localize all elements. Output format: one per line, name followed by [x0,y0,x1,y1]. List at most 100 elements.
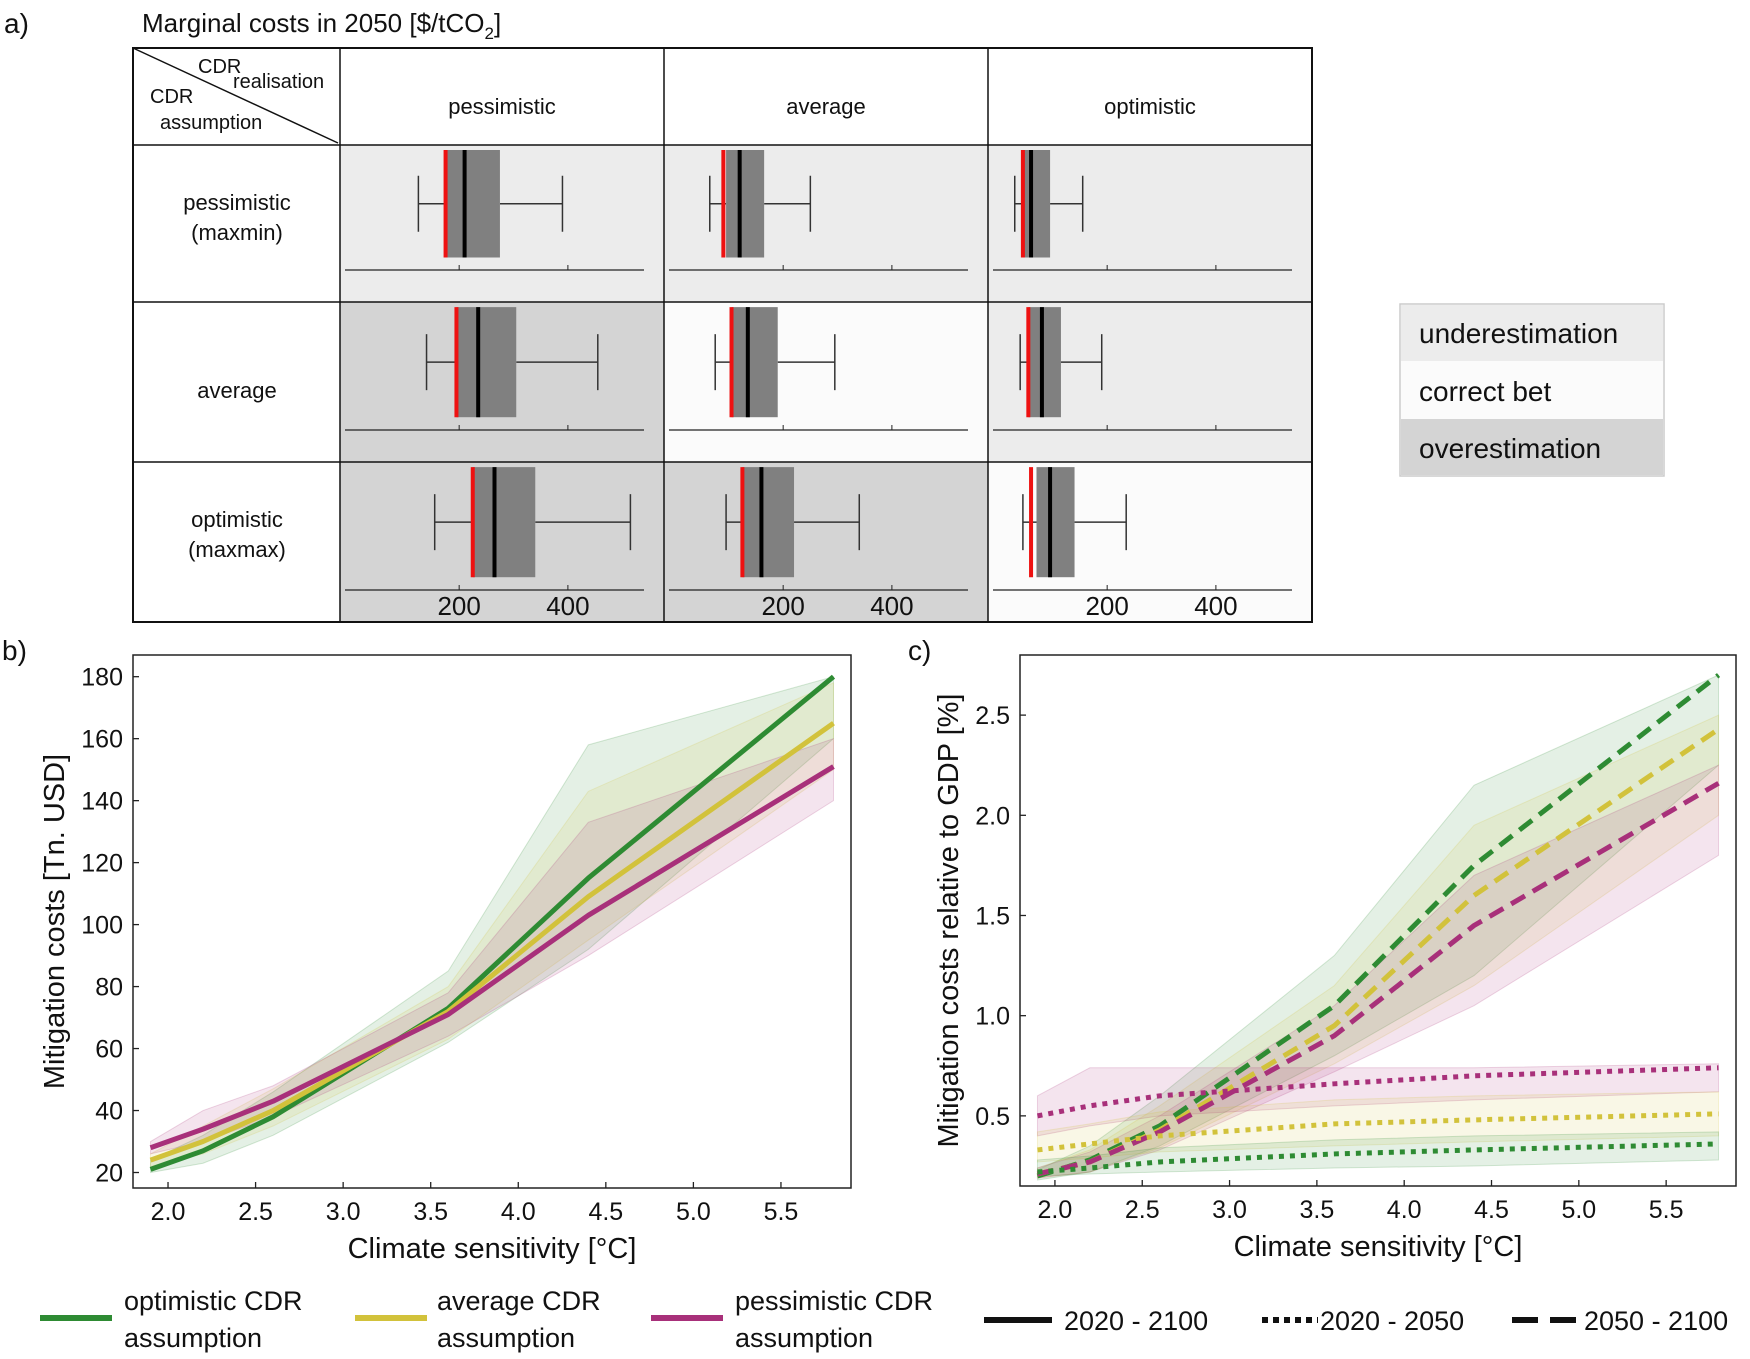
row-header-maxmin: (maxmin) [191,220,283,245]
table-border [132,47,1313,623]
x-tick-label: 2.0 [151,1198,186,1226]
boxplot-box [726,150,765,258]
boxplot-tick-label: 200 [761,591,804,621]
legend-label-overestimation: overestimation [1419,433,1601,464]
x-tick-label: 3.5 [1299,1196,1334,1224]
panel-a-title: Marginal costs in 2050 [$/tCO2] [142,8,501,43]
x-tick-label: 5.5 [764,1198,799,1226]
cell-background-underestimation [340,145,664,302]
uncertainty-band [150,737,834,1155]
x-tick-label: 3.5 [413,1198,448,1226]
panel-b-label: b) [2,635,27,666]
series-line [1036,1065,1719,1119]
y-tick-label: 120 [81,850,123,878]
y-tick-label: 60 [95,1036,123,1064]
x-tick-label: 4.5 [588,1198,623,1226]
x-tick-label: 2.5 [238,1198,273,1226]
boxplot-box [1036,467,1075,578]
plot-frame [1019,654,1737,1187]
boxplot-box [742,467,795,578]
boxplot-box [472,467,536,578]
y-tick-label: 2.0 [975,802,1010,830]
boxplot-box [731,307,778,418]
cell-background-underestimation [664,145,988,302]
boxplot-box [456,307,517,418]
series-line [1036,673,1721,1179]
panel-a-title-end: ] [494,8,501,38]
y-axis-label: Mitigation costs [Tn. USD] [39,754,71,1089]
legend-period-solid: 2020 - 2100 [1064,1306,1208,1336]
cell-background-overestimation [664,462,988,622]
x-tick-label: 2.0 [1038,1196,1073,1224]
y-tick-label: 100 [81,912,123,940]
x-tick-label: 5.0 [676,1198,711,1226]
plot-frame [132,654,852,1189]
uncertainty-band [1036,714,1720,1179]
legend-optimistic-line1: optimistic CDR [124,1286,303,1316]
legend-swatch-correct [1401,361,1663,419]
x-tick-label: 4.0 [501,1198,536,1226]
column-header-pessimistic: pessimistic [448,94,556,119]
y-tick-label: 0.5 [975,1103,1010,1131]
y-tick-label: 1.5 [975,902,1010,930]
boxplot-tick-label: 200 [1085,591,1128,621]
series-line [1037,1141,1719,1175]
x-tick-label: 2.5 [1125,1196,1160,1224]
series-line [1036,781,1720,1177]
corner-assumption-label: assumption [160,112,262,134]
column-header-optimistic: optimistic [1104,94,1196,119]
uncertainty-band [1036,1063,1720,1137]
shade-legend: underestimation correct bet overestimati… [1399,303,1665,477]
corner-realisation-label: realisation [233,71,324,93]
uncertainty-band [150,682,834,1167]
corner-diagonal [132,47,339,144]
cell-background-correct [664,302,988,462]
x-axis-label: Climate sensitivity [°C] [348,1233,637,1265]
x-tick-label: 3.0 [326,1198,361,1226]
boxplot-box [1022,150,1051,258]
uncertainty-band [1036,764,1720,1179]
boxplot-tick-label: 400 [546,591,589,621]
legend-optimistic-line2: assumption [124,1323,262,1353]
row-header-maxmax: (maxmax) [188,537,286,562]
boxplot-box [1028,307,1061,418]
row-header-optimistic: optimistic [191,507,283,532]
series-line [1037,1111,1719,1153]
legend-label-correct: correct bet [1419,376,1551,407]
uncertainty-band [150,676,834,1174]
corner-assumption-cdr: CDR [150,86,193,108]
panel-a-title-sub: 2 [485,24,494,43]
y-tick-label: 180 [81,664,123,692]
boxplot-grid: 200 400 200 400 200 400 [132,47,1313,623]
x-tick-label: 4.0 [1387,1196,1422,1224]
y-tick-label: 160 [81,726,123,754]
y-tick-label: 140 [81,788,123,816]
corner-realisation-cdr: CDR [198,56,241,78]
column-header-average: average [786,94,866,119]
x-tick-label: 5.5 [1649,1196,1684,1224]
legend-swatch-underestimation [1401,305,1663,361]
row-header-average: average [197,378,277,403]
panel-a-title-main: Marginal costs in 2050 [$/tCO [142,8,485,38]
legend-label-underestimation: underestimation [1419,318,1618,349]
y-tick-label: 80 [95,974,123,1002]
series-line [149,764,835,1151]
chart-b-mitigation-costs: 2.0 2.5 3.0 3.5 4.0 4.5 5.0 5.5 20 40 60 80 100 120 14… [39,654,852,1265]
panel-a-label: a) [4,8,29,39]
x-tick-label: 4.5 [1474,1196,1509,1224]
legend-period-dashed: 2050 - 2100 [1584,1306,1728,1336]
y-axis-label: Mitigation costs relative to GDP [%] [933,694,965,1148]
boxplot-tick-label: 400 [870,591,913,621]
legend-period-dotted: 2020 - 2050 [1320,1306,1464,1336]
y-tick-label: 2.5 [975,702,1010,730]
series-line [1036,727,1720,1177]
legend-pessimistic-line1: pessimistic CDR [735,1286,933,1316]
x-tick-label: 3.0 [1212,1196,1247,1224]
y-tick-label: 40 [95,1098,123,1126]
legend-pessimistic-line2: assumption [735,1323,873,1353]
legend-swatch-overestimation [1401,419,1663,475]
panel-c-label: c) [908,635,931,666]
row-header-pessimistic: pessimistic [183,190,291,215]
legend-average-line2: assumption [437,1323,575,1353]
